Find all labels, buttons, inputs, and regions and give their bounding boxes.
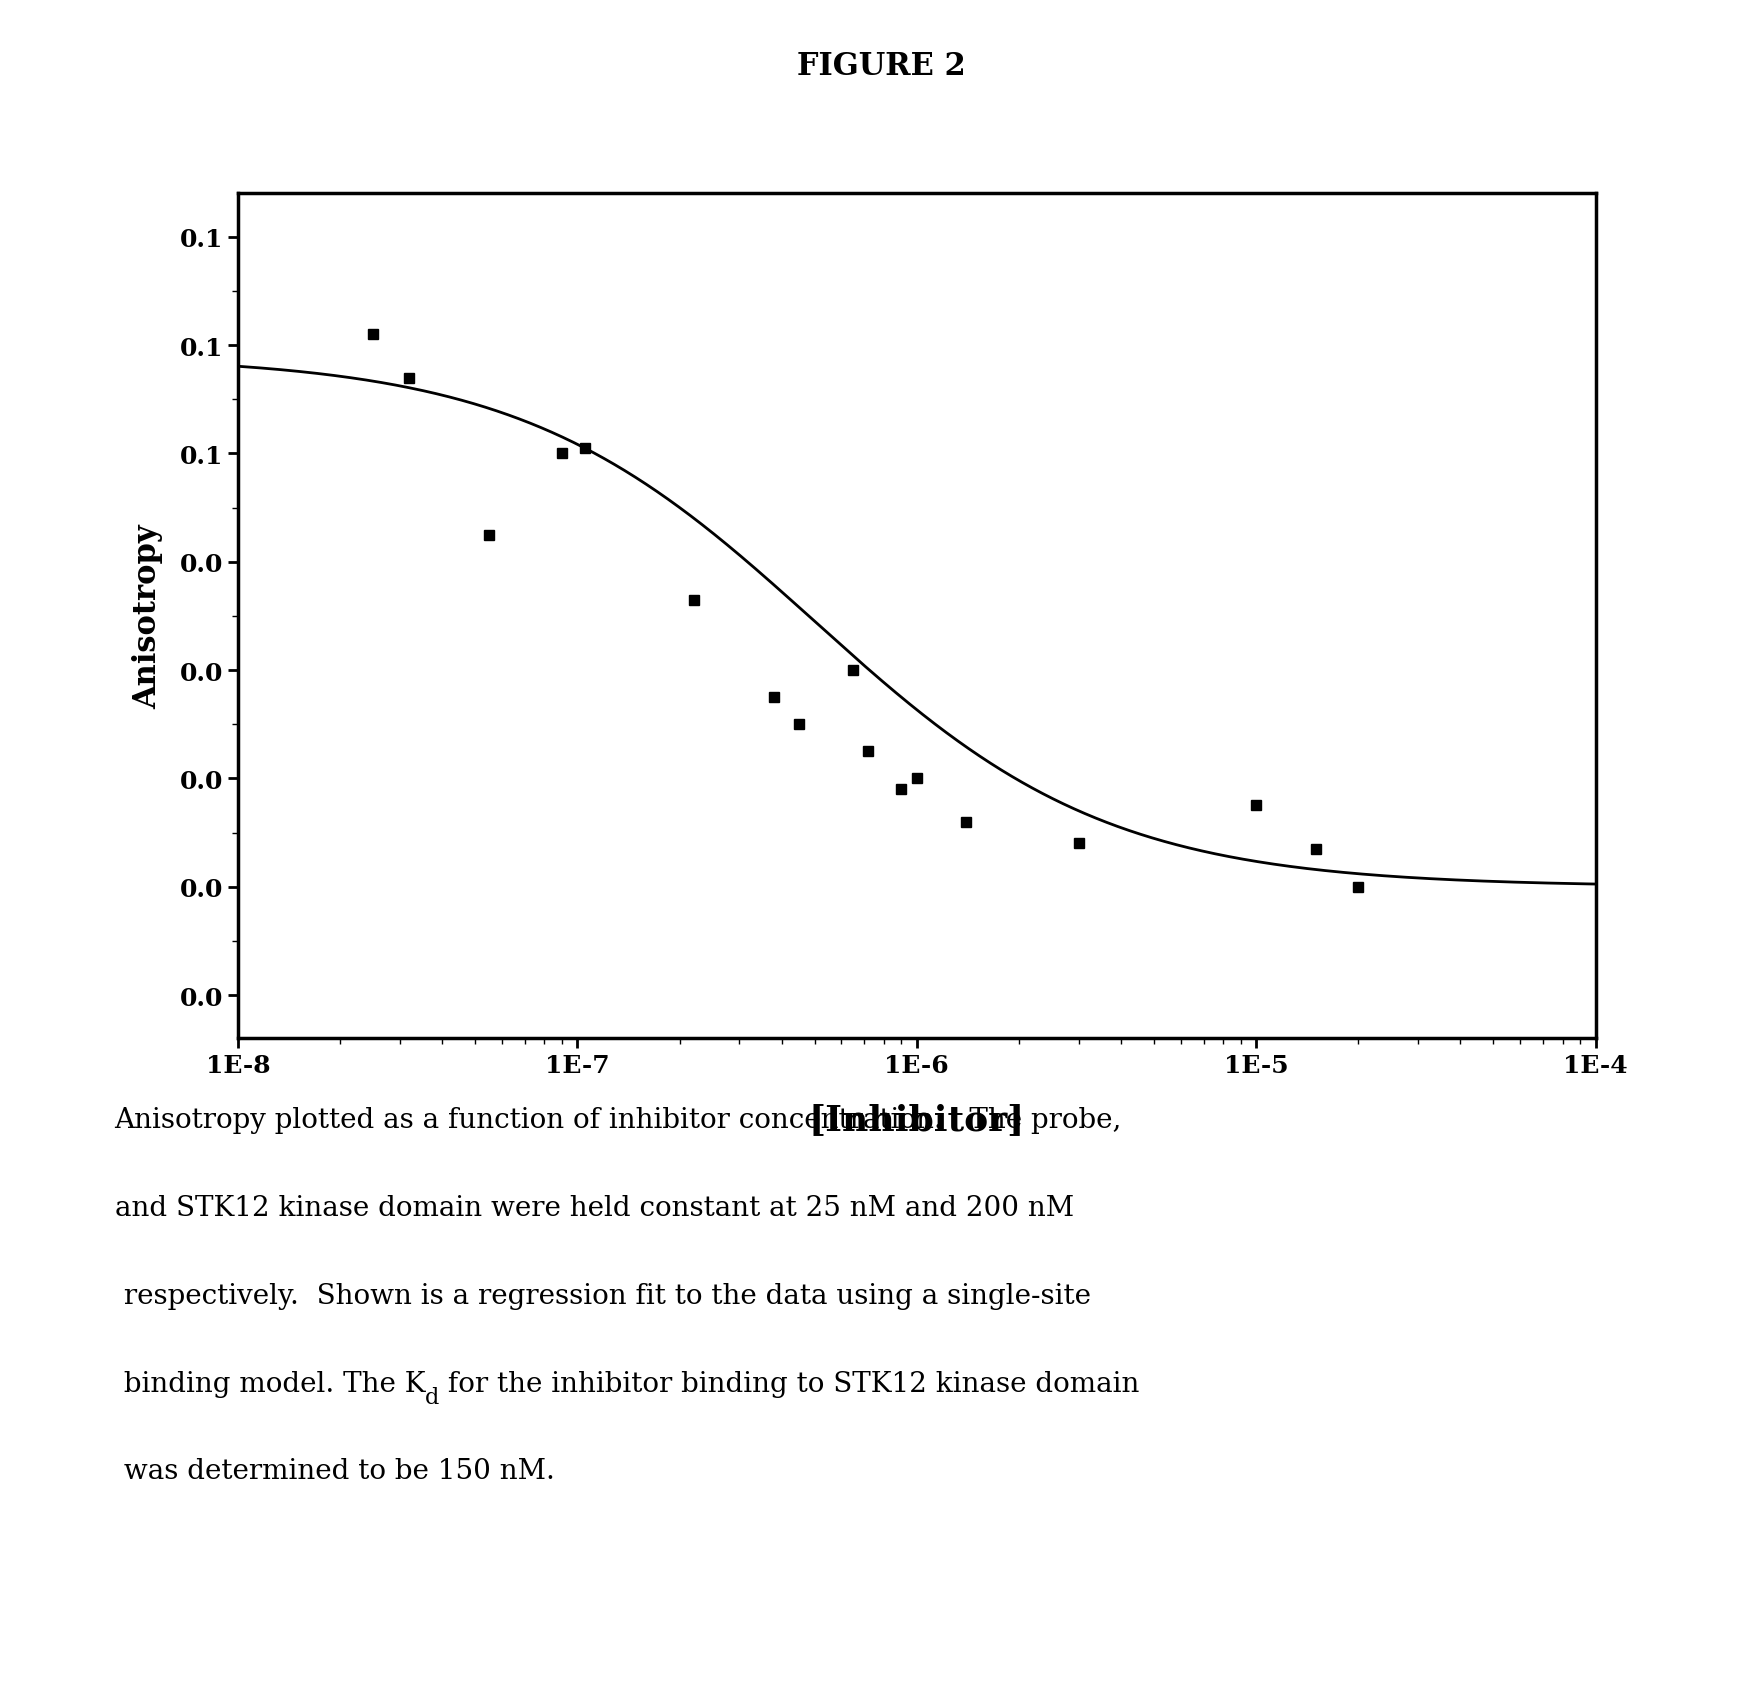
Text: respectively.  Shown is a regression fit to the data using a single-site: respectively. Shown is a regression fit …	[115, 1282, 1091, 1309]
Text: binding model. The K: binding model. The K	[115, 1370, 425, 1397]
Text: and STK12 kinase domain were held constant at 25 nM and 200 nM: and STK12 kinase domain were held consta…	[115, 1194, 1074, 1221]
Text: d: d	[425, 1387, 439, 1409]
Text: Anisotropy plotted as a function of inhibitor concentration.   The probe,: Anisotropy plotted as a function of inhi…	[115, 1106, 1121, 1133]
Text: was determined to be 150 nM.: was determined to be 150 nM.	[115, 1458, 555, 1485]
X-axis label: [Inhibitor]: [Inhibitor]	[809, 1103, 1024, 1137]
Y-axis label: Anisotropy: Anisotropy	[132, 524, 164, 709]
Text: FIGURE 2: FIGURE 2	[797, 51, 966, 81]
Text: for the inhibitor binding to STK12 kinase domain: for the inhibitor binding to STK12 kinas…	[439, 1370, 1141, 1397]
